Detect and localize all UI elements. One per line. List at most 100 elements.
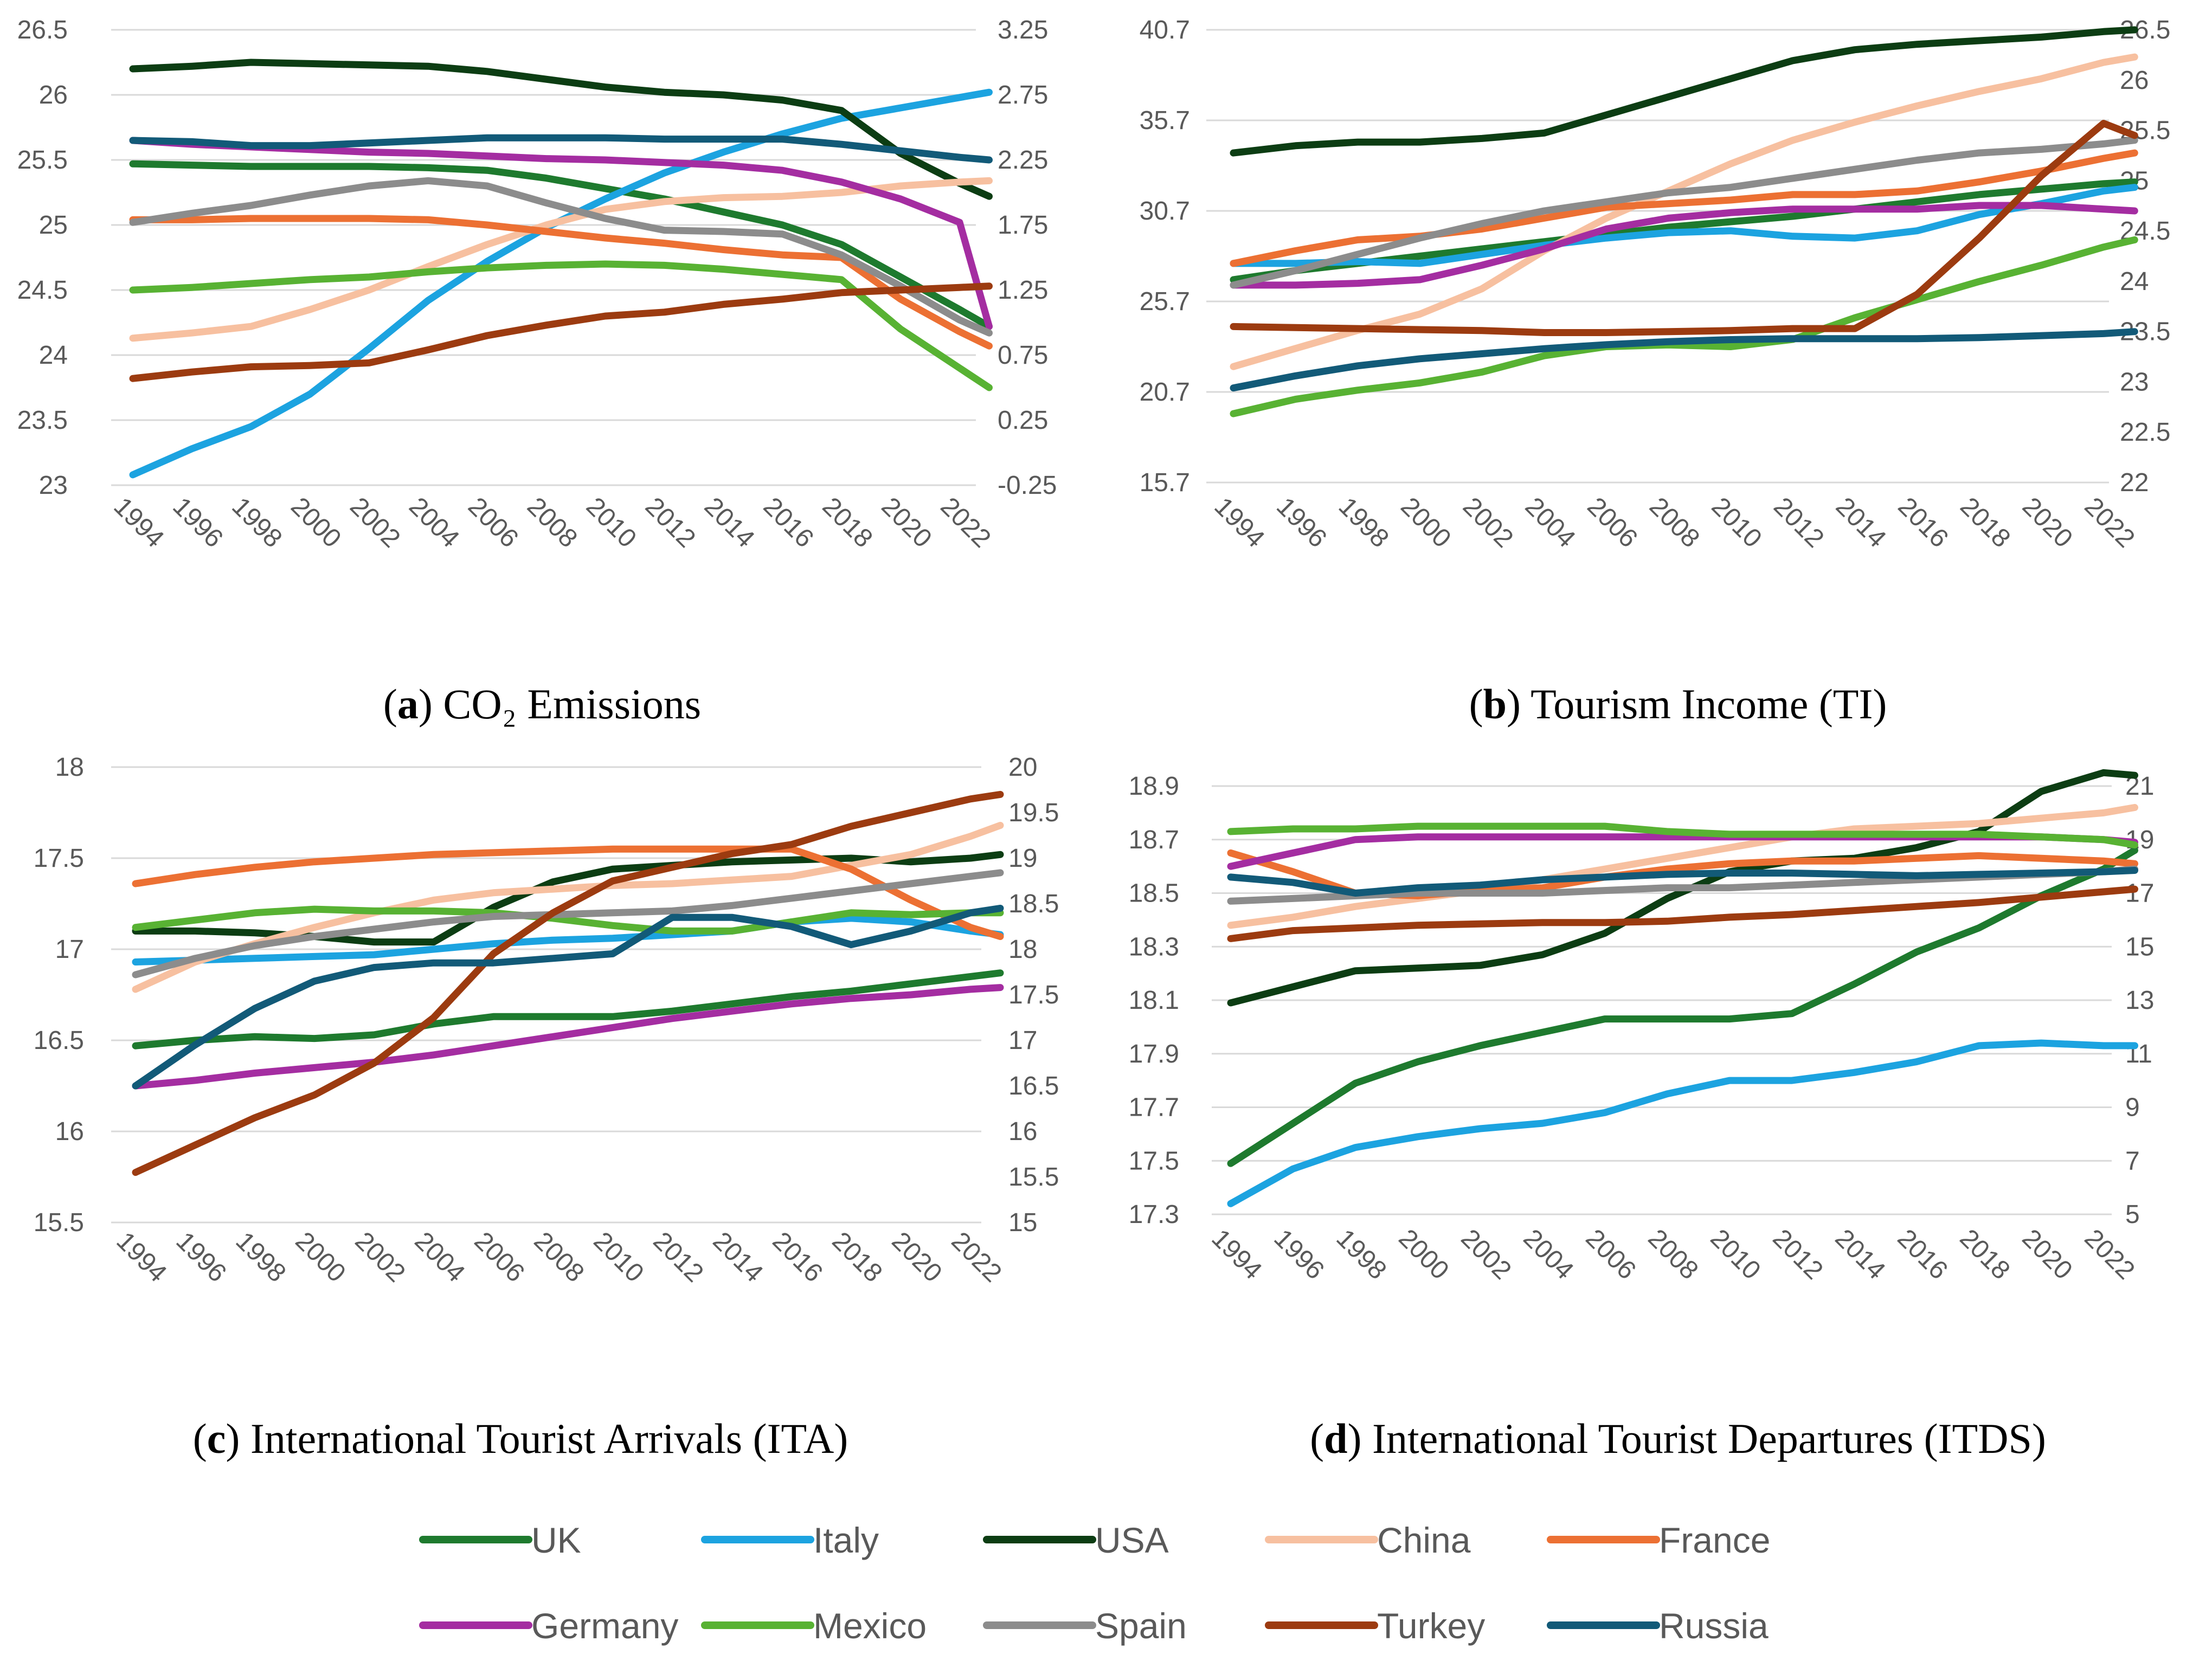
- x-tick-label: 2008: [528, 1227, 589, 1288]
- legend-label: Germany: [531, 1606, 678, 1646]
- y-left-tick-label: 18.9: [1129, 772, 1179, 801]
- x-tick-label: 1994: [111, 1227, 172, 1288]
- series-line-mexico: [132, 905, 1004, 935]
- series-line-france: [1230, 149, 2138, 267]
- x-tick-label: 2014: [707, 1227, 768, 1288]
- y-right-tick-label: 20: [1008, 753, 1037, 782]
- x-tick-label: 2022: [2079, 492, 2140, 553]
- x-tick-label: 2002: [344, 492, 406, 553]
- x-tick-label: 1996: [170, 1227, 232, 1288]
- series-line-spain: [132, 869, 1004, 979]
- x-tick-label: 1998: [1333, 492, 1394, 553]
- series-line-china: [1230, 53, 2138, 370]
- y-left-tick-label: 40.7: [1140, 16, 1190, 44]
- y-left-tick-label: 30.7: [1140, 197, 1190, 226]
- y-left-tick-label: 23: [39, 471, 68, 500]
- y-left-tick-label: 16: [55, 1117, 84, 1146]
- chart-panel-b: 15.720.725.730.735.740.72222.52323.52424…: [1140, 16, 2171, 553]
- legend-label: China: [1377, 1520, 1471, 1560]
- x-tick-label: 2006: [462, 492, 524, 553]
- y-right-tick-label: 19.5: [1008, 799, 1059, 827]
- y-left-tick-label: 18.7: [1129, 826, 1179, 854]
- y-right-tick-label: 0.75: [998, 341, 1048, 370]
- x-tick-label: 2020: [2017, 492, 2078, 553]
- x-tick-label: 2004: [1517, 1224, 1579, 1285]
- x-tick-label: 2008: [522, 492, 583, 553]
- x-tick-label: 2016: [1893, 492, 1954, 553]
- x-tick-label: 1994: [1208, 492, 1270, 553]
- series-line-turkey: [129, 282, 993, 382]
- legend-item-russia: Russia: [1547, 1606, 1769, 1646]
- series-line-uk: [129, 160, 993, 330]
- y-left-tick-label: 25.5: [17, 146, 68, 175]
- series-line-russia: [132, 904, 1004, 1090]
- x-tick-label: 2020: [876, 492, 937, 553]
- legend-label: USA: [1095, 1520, 1169, 1560]
- series-line-france: [129, 215, 993, 350]
- series-line-germany: [1227, 833, 2138, 870]
- x-tick-label: 2006: [1580, 1224, 1641, 1285]
- y-left-tick-label: 17.7: [1129, 1093, 1179, 1122]
- legend-item-spain: Spain: [983, 1606, 1187, 1646]
- x-tick-label: 2018: [1954, 492, 2016, 553]
- y-right-tick-label: 26: [2120, 66, 2149, 95]
- x-tick-label: 2012: [1768, 492, 1829, 553]
- legend-label: France: [1659, 1520, 1770, 1560]
- x-tick-label: 2012: [640, 492, 701, 553]
- caption-d: (d) International Tourist Departures (IT…: [1310, 1415, 2046, 1462]
- x-tick-label: 2010: [1706, 492, 1767, 553]
- series-line-spain: [1230, 137, 2138, 289]
- y-left-tick-label: 17: [55, 935, 84, 964]
- y-right-tick-label: 17.5: [1008, 981, 1059, 1009]
- legend-item-france: France: [1547, 1520, 1770, 1560]
- series-line-china: [1227, 804, 2138, 929]
- x-tick-label: 1996: [1271, 492, 1332, 553]
- y-left-tick-label: 26: [39, 81, 68, 110]
- legend-item-china: China: [1265, 1520, 1471, 1560]
- x-tick-label: 1998: [1330, 1224, 1392, 1285]
- x-tick-label: 2006: [468, 1227, 530, 1288]
- series-line-uk: [132, 969, 1004, 1050]
- series-line-russia: [1230, 328, 2138, 392]
- y-right-tick-label: 15: [1008, 1208, 1037, 1237]
- chart-panel-a: 23 23.5 24 24.5 25 25.5 26 26.5 -0.25 0.25 0.75 1.2…: [17, 16, 1057, 553]
- x-tick-label: 2014: [1830, 492, 1892, 553]
- chart-panel-d: 17.3 17.5 17.7 17.9 18.1 18.3 18.5 18.7 18.9 5 7 9 1…: [1129, 769, 2154, 1285]
- caption-a: (a) CO₂ Emissions: [383, 680, 701, 728]
- legend-item-germany: Germany: [419, 1606, 678, 1646]
- y-right-tick-label: 16.5: [1008, 1072, 1059, 1100]
- y-left-tick-label: 18: [55, 753, 84, 782]
- series-line-mexico: [1227, 822, 2138, 849]
- y-right-tick-label: 22.5: [2120, 418, 2170, 447]
- legend: UK Italy USA China France Germany Mexico Spain T…: [419, 1520, 1770, 1646]
- x-tick-label: 2014: [699, 492, 760, 553]
- y-right-tick-label: 2.25: [998, 146, 1048, 175]
- series-line-usa: [129, 59, 993, 200]
- y-right-tick-label: 0.25: [998, 406, 1048, 435]
- y-left-tick-label: 18.3: [1129, 932, 1179, 961]
- x-tick-label: 2016: [758, 492, 819, 553]
- y-right-tick-label: 23: [2120, 368, 2149, 396]
- y-right-tick-label: 13: [2125, 986, 2154, 1015]
- y-left-tick-label: 18.5: [1129, 879, 1179, 908]
- y-right-tick-label: 3.25: [998, 16, 1048, 44]
- series-line-italy: [1227, 1039, 2138, 1207]
- x-tick-label: 2004: [409, 1227, 470, 1288]
- series-line-mexico: [129, 260, 993, 391]
- x-tick-label: 2016: [1892, 1224, 1953, 1285]
- y-left-tick-label: 17.3: [1129, 1200, 1179, 1229]
- y-right-tick-label: 1.75: [998, 211, 1048, 240]
- x-tick-label: 2012: [647, 1227, 709, 1288]
- x-tick-label: 2018: [817, 492, 878, 553]
- legend-item-uk: UK: [419, 1520, 581, 1560]
- x-tick-label: 2006: [1581, 492, 1643, 553]
- legend-label: UK: [531, 1520, 581, 1560]
- series-line-germany: [132, 984, 1004, 1090]
- series-line-russia: [1227, 867, 2138, 897]
- x-tick-label: 2000: [285, 492, 346, 553]
- y-right-tick-label: 16: [1008, 1117, 1037, 1146]
- x-tick-label: 2000: [290, 1227, 351, 1288]
- series-line-china: [132, 822, 1004, 993]
- x-tick-label: 2008: [1644, 492, 1705, 553]
- y-left-tick-label: 23.5: [17, 406, 68, 435]
